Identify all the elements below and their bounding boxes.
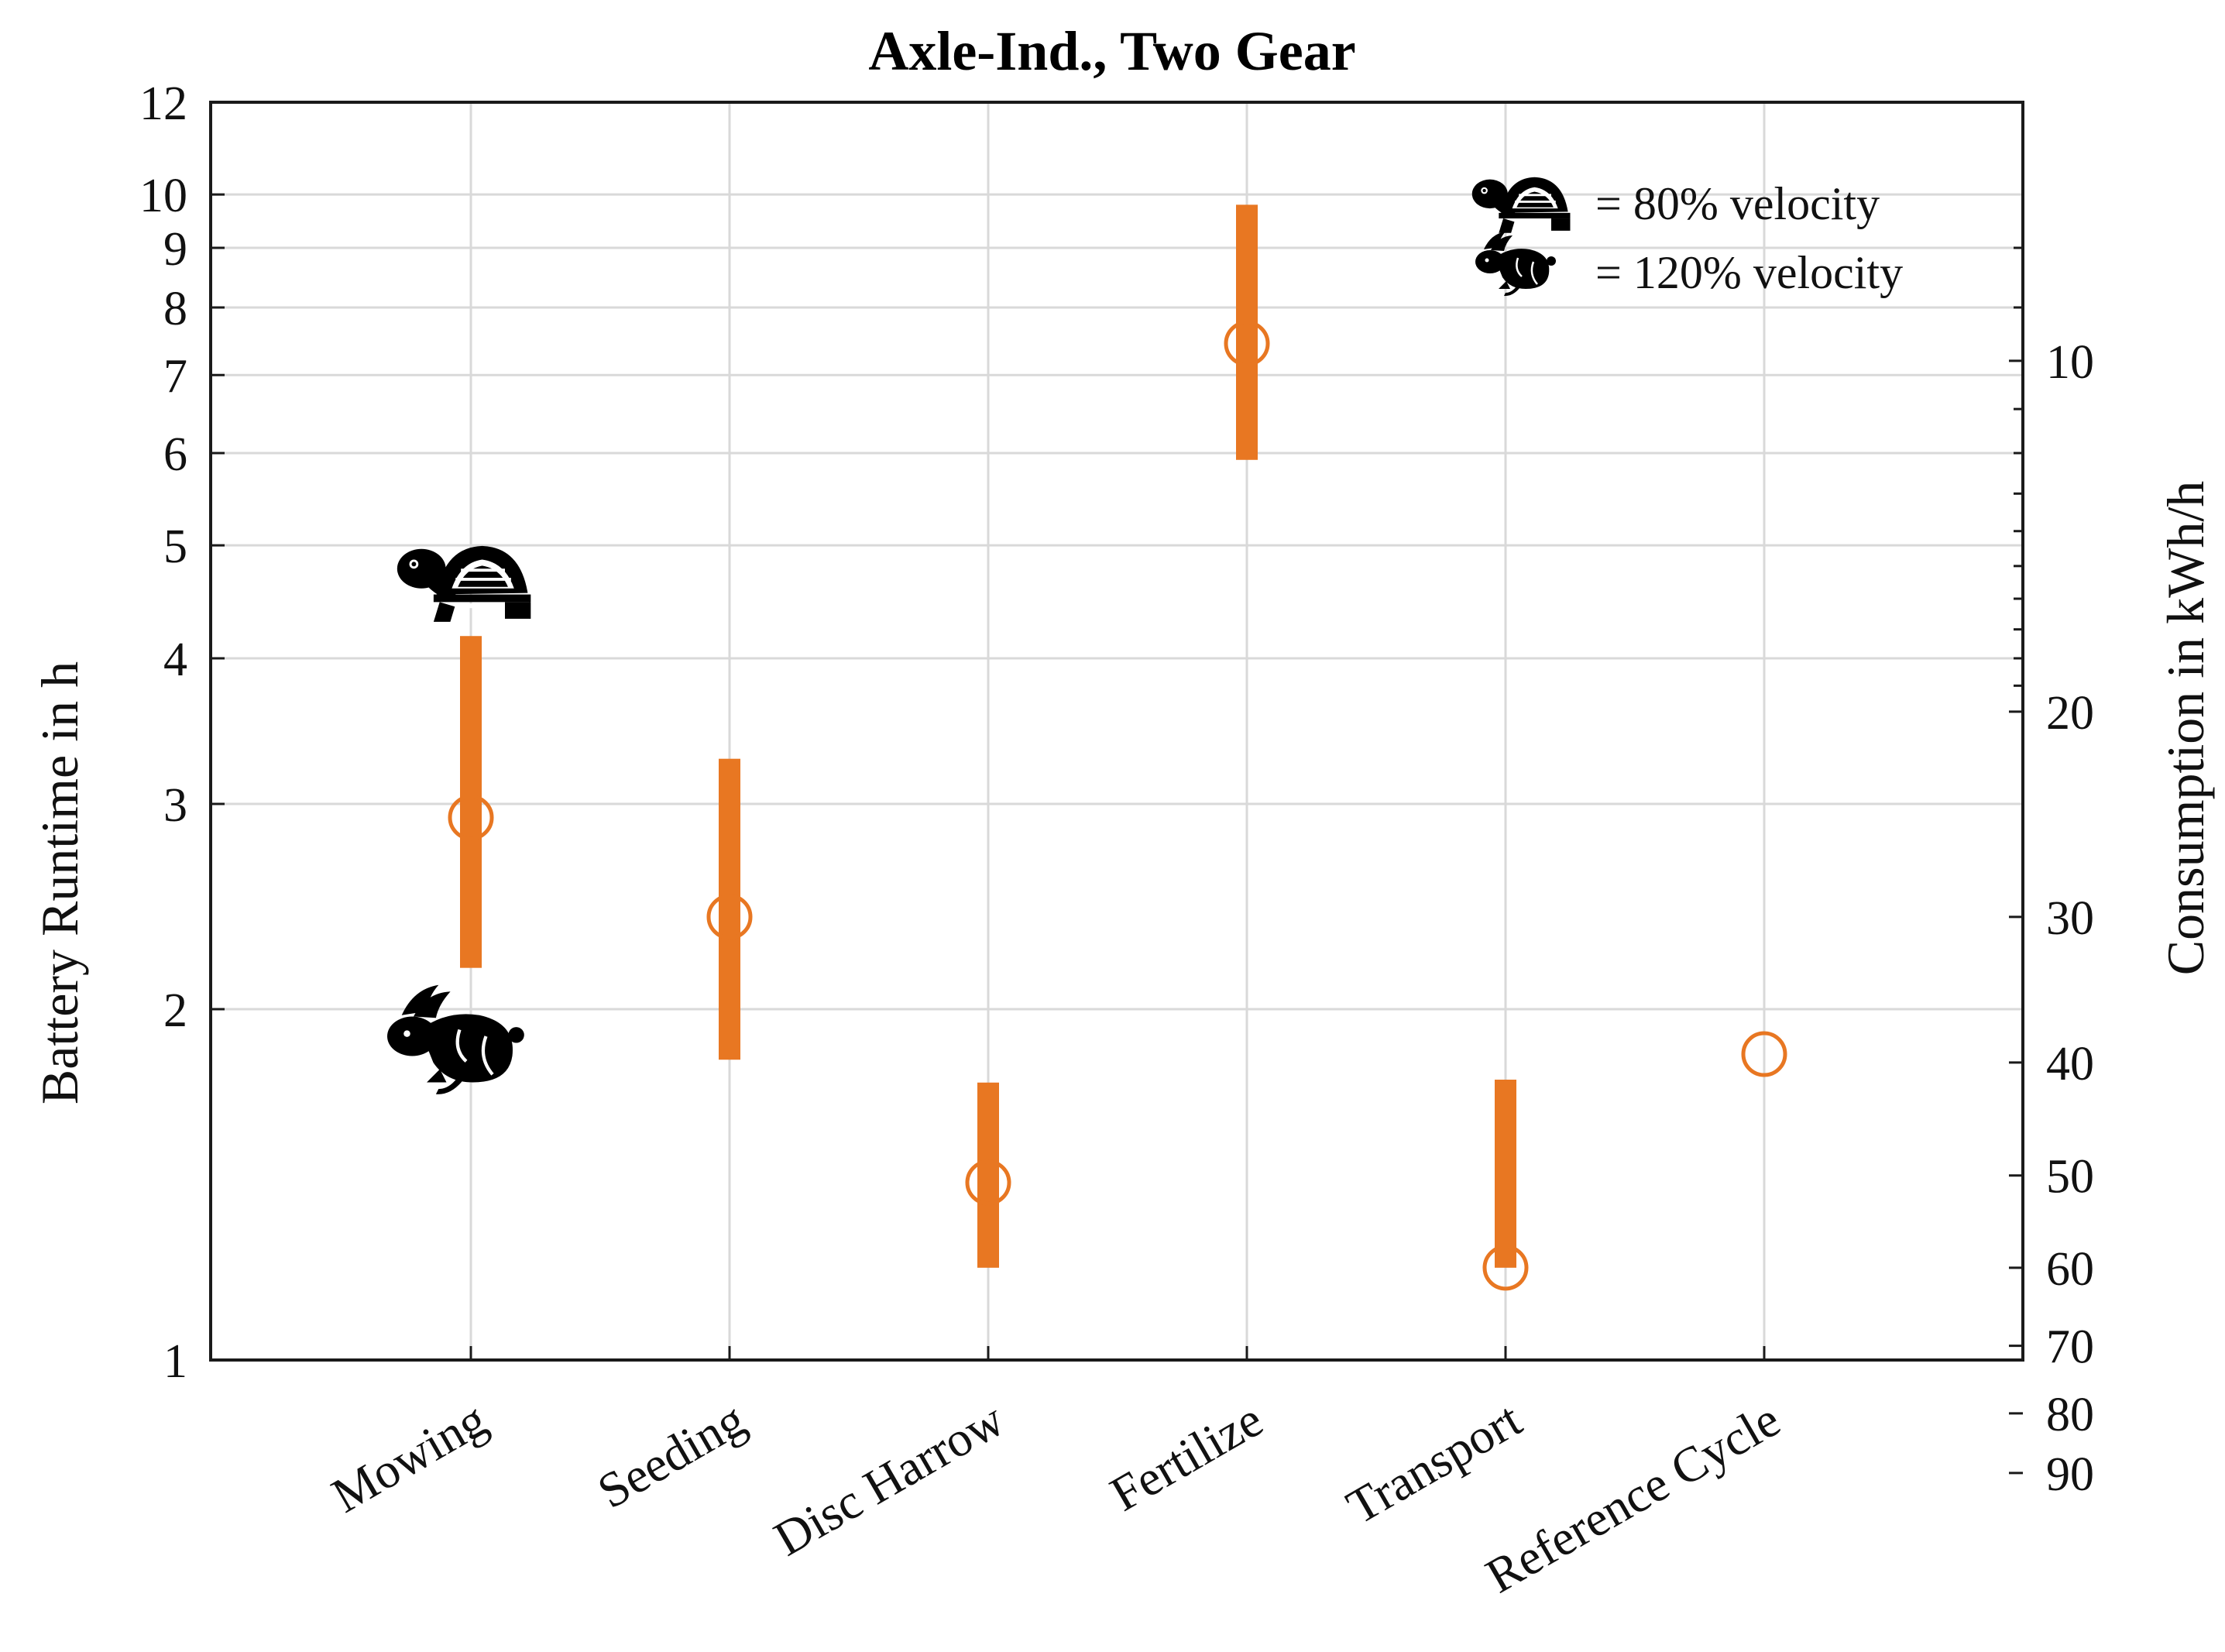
y-tick-label: 10 <box>139 170 187 222</box>
y-tick-label: 12 <box>139 77 187 130</box>
turtle-icon <box>1471 176 1571 235</box>
nominal-point <box>965 1159 1011 1206</box>
y2-tick-label: 10 <box>2046 336 2094 389</box>
x-tick-label: Seeding <box>589 1392 754 1520</box>
range-bar <box>719 758 740 1060</box>
nominal-point <box>448 795 494 841</box>
y2-axis-label: Consumption in kWh/h <box>2156 481 2215 975</box>
y-tick-label: 7 <box>163 350 187 403</box>
y-tick-label: 2 <box>163 984 187 1037</box>
y2-tick-label: 70 <box>2046 1321 2094 1374</box>
x-tick-label: Disc Harrow <box>765 1392 1013 1567</box>
x-tick-label: Fertilize <box>1101 1392 1272 1522</box>
legend-label-rabbit: = 120% velocity <box>1595 247 1903 298</box>
rabbit-icon <box>387 985 524 1094</box>
x-tick-label: Transport <box>1337 1392 1530 1535</box>
y-axis-label: Battery Runtime in h <box>30 661 89 1104</box>
category-labels: Mowing Seeding Disc Harrow Fertilize Transpo… <box>323 1346 1789 1603</box>
nominal-point <box>706 894 753 940</box>
chart-title: Axle-Ind., Two Gear <box>868 20 1355 82</box>
right-axis-ticks: 10 20 30 40 50 60 70 80 90 <box>2009 246 2094 1501</box>
y2-tick-label: 90 <box>2046 1448 2094 1501</box>
y-tick-label: 3 <box>163 779 187 832</box>
y2-tick-label: 50 <box>2046 1151 2094 1204</box>
y-tick-label: 4 <box>163 634 187 686</box>
range-bar <box>977 1082 999 1268</box>
y2-tick-label: 60 <box>2046 1243 2094 1296</box>
plot-frame <box>209 101 2024 1362</box>
series-layer <box>448 204 1787 1291</box>
x-tick-label: Reference Cycle <box>1477 1392 1789 1604</box>
range-bar <box>1495 1080 1516 1268</box>
turtle-icon <box>395 544 533 623</box>
y2-tick-label: 30 <box>2046 892 2094 945</box>
y2-tick-label: 80 <box>2046 1389 2094 1441</box>
y2-tick-label: 20 <box>2046 687 2094 740</box>
y2-tick-label: 40 <box>2046 1038 2094 1090</box>
y-tick-label: 9 <box>163 223 187 276</box>
rabbit-icon <box>1474 230 1557 297</box>
range-bar <box>460 636 482 968</box>
y-tick-label: 1 <box>163 1335 187 1388</box>
legend-label-turtle: = 80% velocity <box>1595 178 1880 229</box>
legend: = 80% velocity = 120% velocity <box>1471 176 1903 298</box>
nominal-point <box>1224 321 1270 367</box>
range-bar <box>1236 204 1258 460</box>
x-tick-label: Mowing <box>323 1392 496 1523</box>
y-tick-label: 8 <box>163 283 187 335</box>
nominal-point <box>1482 1245 1529 1291</box>
nominal-point <box>1741 1031 1787 1077</box>
y-tick-label: 5 <box>163 520 187 573</box>
y-tick-label: 6 <box>163 428 187 481</box>
velocity-annotations <box>387 544 533 1094</box>
